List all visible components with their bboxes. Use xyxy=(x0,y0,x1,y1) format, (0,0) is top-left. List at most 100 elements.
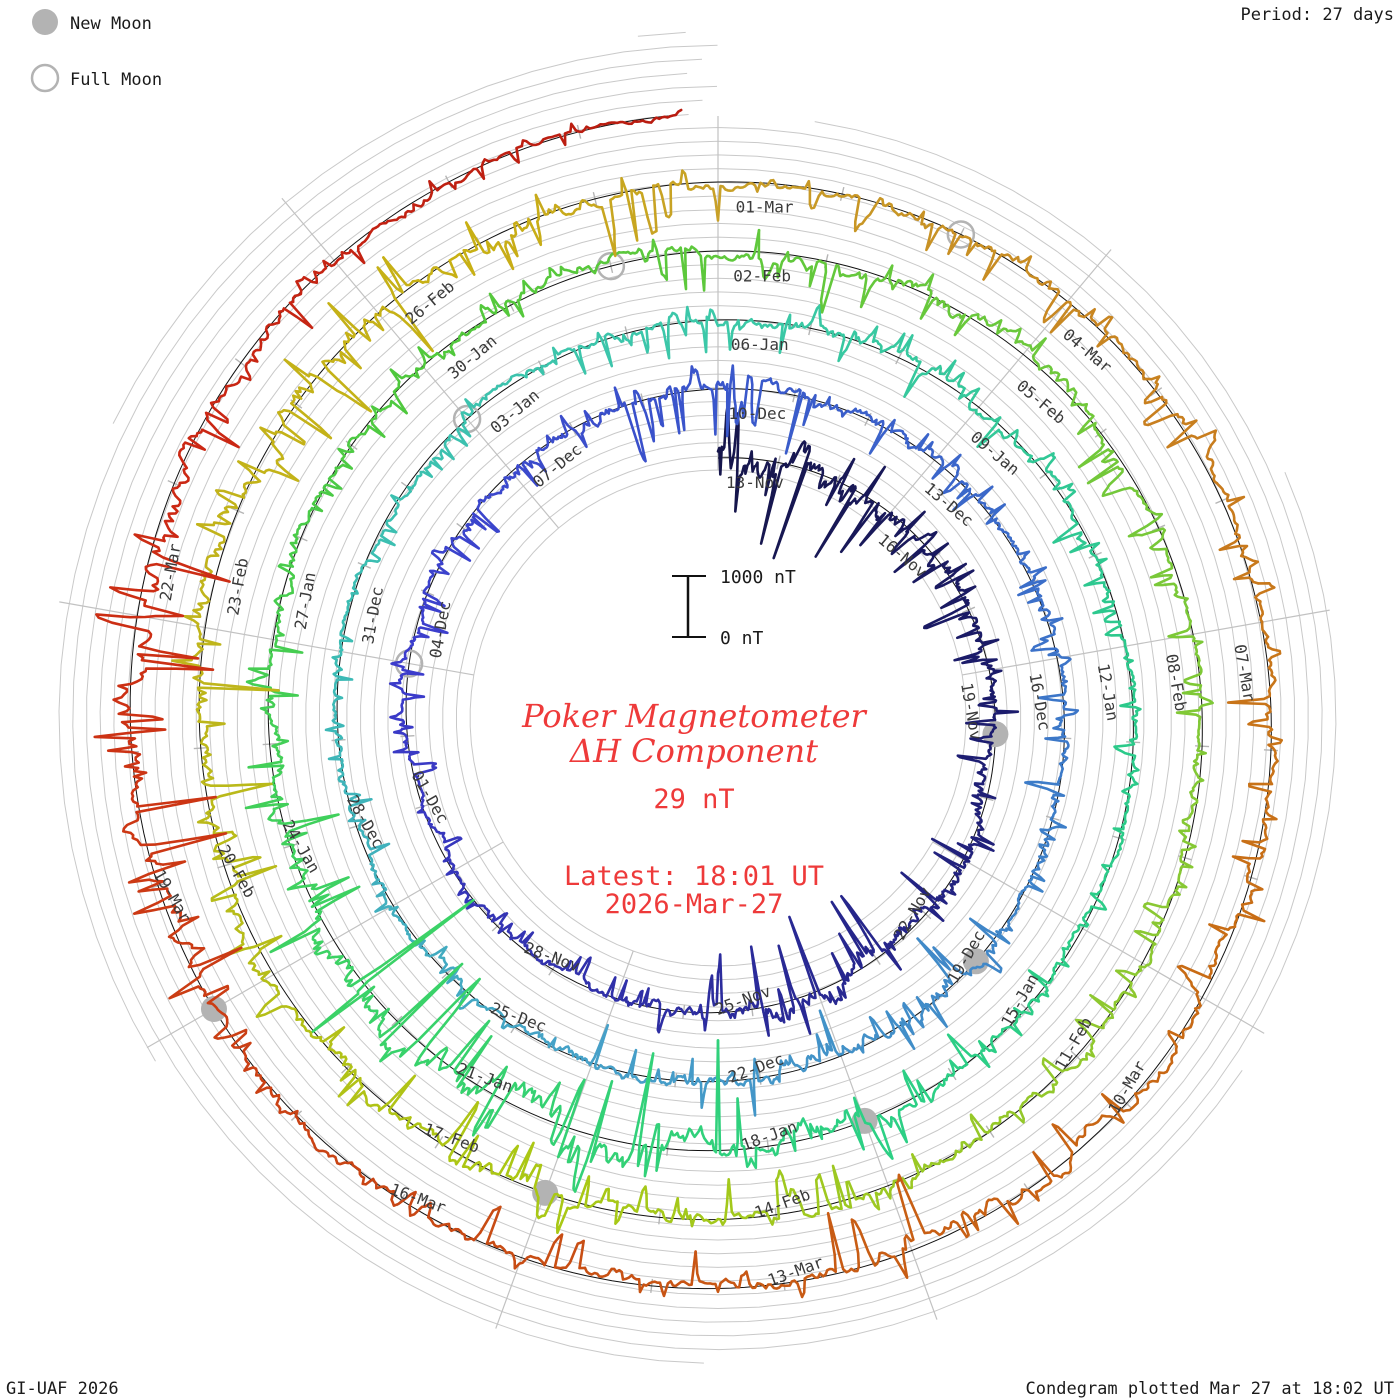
trace-segment xyxy=(912,559,968,590)
trace-segment xyxy=(540,959,573,972)
trace-segment xyxy=(725,364,757,438)
trace-segment xyxy=(247,719,290,769)
trace-segment xyxy=(877,332,915,361)
trace-segment xyxy=(1149,573,1190,617)
trace-segment xyxy=(439,422,472,461)
trace-segment xyxy=(237,442,300,489)
trace-segment xyxy=(1167,613,1204,662)
trace-segment xyxy=(1012,990,1050,1021)
trace-segment xyxy=(295,1017,346,1055)
trace-segment xyxy=(1139,893,1175,937)
trace-segment xyxy=(466,1065,526,1137)
date-label-01-Mar: 01-Mar xyxy=(736,197,794,216)
trace-segment xyxy=(1089,969,1137,1023)
trace-segment xyxy=(427,551,450,589)
trace-segment xyxy=(183,580,211,636)
trace-segment xyxy=(448,221,500,276)
trace-segment xyxy=(1190,429,1219,485)
trace-segment xyxy=(1167,1004,1202,1056)
trace-segment xyxy=(952,482,994,512)
trace-segment xyxy=(247,633,304,679)
trace-segment xyxy=(850,1218,909,1279)
trace-segment xyxy=(1030,617,1064,657)
trace-segment xyxy=(733,945,765,1020)
trace-segment xyxy=(167,915,243,971)
period-label: Period: 27 days xyxy=(1240,5,1394,25)
trace-segment xyxy=(363,1074,417,1121)
trace-segment xyxy=(551,344,589,375)
grid-ring xyxy=(127,127,1309,1310)
trace-segment xyxy=(1041,1057,1082,1097)
date-label-19-Mar: 19-Mar xyxy=(150,866,196,926)
trace-segment xyxy=(517,359,555,379)
trace-segment xyxy=(907,433,943,461)
trace-segment xyxy=(568,955,594,992)
trace-segment xyxy=(529,1233,587,1270)
trace-segment xyxy=(1074,1018,1108,1065)
trace-segment xyxy=(462,506,501,541)
trace-segment xyxy=(800,259,847,314)
spoke-line xyxy=(962,609,1330,676)
trace-segment xyxy=(273,591,294,637)
trace-segment xyxy=(1051,1123,1091,1179)
trace-segment xyxy=(210,880,245,935)
trace-segment xyxy=(1077,448,1132,498)
plot-title-line1: Poker Magnetometer xyxy=(521,697,867,735)
trace-segment xyxy=(382,256,458,287)
trace-segment xyxy=(291,259,336,304)
trace-segment xyxy=(338,779,373,816)
trace-segment xyxy=(839,465,887,554)
trace-segment xyxy=(1052,516,1101,554)
legend: New Moon Full Moon xyxy=(30,9,162,93)
date-label-23-Feb: 23-Feb xyxy=(223,557,252,617)
date-label-06-Jan: 06-Jan xyxy=(731,335,789,354)
trace-segment xyxy=(332,226,377,267)
trace-segment xyxy=(429,823,463,852)
trace-segment xyxy=(547,1036,584,1061)
trace-segment xyxy=(324,708,345,747)
date-label-27-Jan: 27-Jan xyxy=(291,571,320,631)
trace-segment xyxy=(521,444,549,473)
trace-segment xyxy=(1047,653,1072,687)
trace-segment xyxy=(490,1006,523,1030)
trace-segment xyxy=(1134,1053,1176,1095)
plot-title-line2: ΔH Component xyxy=(568,732,818,770)
date-label-08-Feb: 08-Feb xyxy=(1162,652,1191,712)
trace-segment xyxy=(934,569,977,610)
trace-segment xyxy=(392,736,438,766)
trace-segment xyxy=(1264,635,1282,693)
trace-segment xyxy=(545,414,577,447)
grid-ring xyxy=(264,264,1172,1173)
trace-segment xyxy=(681,1178,734,1228)
trace-segment xyxy=(1226,689,1283,747)
trace-segment xyxy=(679,1057,716,1109)
trace-segment xyxy=(748,1277,807,1299)
trace-segment xyxy=(1088,1092,1140,1127)
trace-segment xyxy=(633,1185,685,1224)
trace-segment xyxy=(1121,773,1139,815)
trace-segment xyxy=(694,182,750,222)
trace-segment xyxy=(1031,843,1050,883)
spoke-line xyxy=(802,950,938,1320)
trace-segment xyxy=(1218,532,1260,585)
grid-ring xyxy=(236,236,1200,1200)
trace-segment xyxy=(590,976,628,1002)
trace-segment xyxy=(327,744,345,783)
trace-segment xyxy=(286,848,318,891)
grid-ring xyxy=(401,401,1035,1036)
trace-segment xyxy=(1082,886,1108,927)
grid-ring xyxy=(414,414,1022,1022)
trace-segment xyxy=(520,1024,551,1049)
trace-segment xyxy=(346,568,364,606)
trace-segment xyxy=(175,434,207,490)
trace-segment xyxy=(998,903,1020,934)
trace-segment xyxy=(195,388,240,449)
trace-segment xyxy=(854,407,885,434)
trace-segment xyxy=(675,1039,720,1154)
grid-ring xyxy=(168,168,1268,1268)
trace-segment xyxy=(772,440,817,560)
trace-segment xyxy=(222,931,283,982)
full-moon-marker xyxy=(946,220,976,249)
